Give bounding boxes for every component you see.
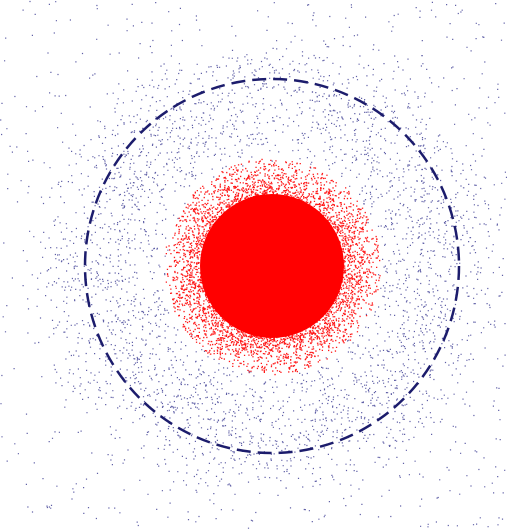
inner-points (165, 158, 381, 376)
boundary-circle (83, 77, 461, 455)
red-dots (165, 158, 381, 376)
